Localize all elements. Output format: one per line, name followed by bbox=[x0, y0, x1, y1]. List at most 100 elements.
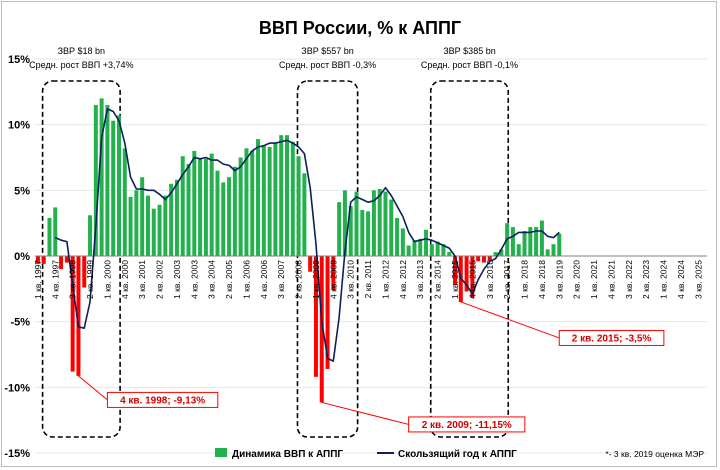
gdp-bar bbox=[105, 104, 110, 256]
x-tick-label: 4 кв. 2018 bbox=[537, 260, 547, 299]
gdp-bar bbox=[534, 227, 539, 256]
y-tick-label: 5% bbox=[14, 185, 30, 197]
gdp-bar bbox=[273, 143, 278, 256]
gdp-bar bbox=[93, 104, 98, 256]
gdp-bar bbox=[244, 148, 249, 256]
gdp-bar bbox=[354, 191, 359, 256]
gdp-bar bbox=[122, 148, 127, 256]
gdp-bar bbox=[406, 245, 411, 256]
gdp-bar bbox=[557, 233, 562, 256]
gdp-bar bbox=[117, 115, 121, 257]
gdp-bar bbox=[389, 199, 394, 256]
gdp-bar bbox=[366, 211, 371, 256]
gdp-bar bbox=[128, 196, 133, 256]
gdp-bar bbox=[203, 158, 208, 256]
crisis-box bbox=[429, 80, 510, 438]
gdp-bar bbox=[429, 244, 434, 256]
x-tick-label: 3 кв. 2010 bbox=[346, 260, 356, 299]
gdp-bar bbox=[545, 249, 550, 256]
gdp-bar bbox=[377, 189, 382, 256]
x-tick-label: 4 кв. 2000 bbox=[120, 260, 130, 299]
gdp-bar bbox=[348, 206, 353, 256]
x-tick-label: 1 кв. 1997 bbox=[33, 260, 43, 299]
x-tick-label: 2 кв. 1999 bbox=[85, 260, 95, 299]
gdp-bar bbox=[47, 217, 52, 256]
gdp-bar bbox=[261, 145, 266, 256]
crisis-growth-label: Средн. рост ВВП -0,3% bbox=[279, 60, 376, 70]
gdp-bar bbox=[279, 135, 284, 256]
x-tick-label: 4 кв. 1997 bbox=[50, 260, 60, 299]
y-tick-label: 0% bbox=[14, 251, 30, 263]
callout-box bbox=[558, 329, 665, 346]
gdp-bar bbox=[238, 157, 243, 256]
gdp-bar bbox=[64, 256, 69, 263]
gdp-bar bbox=[41, 256, 46, 264]
gdp-bar bbox=[302, 173, 307, 256]
x-tick-label: 2 кв. 2020 bbox=[572, 260, 582, 299]
x-tick-label: 4 кв. 2003 bbox=[189, 260, 199, 299]
gdp-bar bbox=[76, 256, 81, 376]
x-tick-label: 3 кв. 2001 bbox=[137, 260, 147, 299]
x-tick-label: 2 кв. 2002 bbox=[155, 260, 165, 299]
gdp-bar bbox=[331, 256, 336, 291]
x-tick-label: 2 кв. 2011 bbox=[363, 260, 373, 299]
gdp-bar bbox=[441, 244, 446, 256]
gdp-bar bbox=[499, 249, 504, 256]
gdp-bar bbox=[134, 190, 139, 256]
y-tick-label: -10% bbox=[4, 382, 30, 394]
x-tick-label: 1 кв. 2018 bbox=[520, 260, 530, 299]
callout-leader bbox=[321, 401, 409, 425]
gdp-bar bbox=[337, 202, 342, 256]
gdp-bar bbox=[88, 215, 93, 256]
gdp-bar bbox=[227, 177, 232, 256]
x-tick-label: 4 кв. 2021 bbox=[606, 260, 616, 299]
x-tick-label: 4 кв. 2024 bbox=[676, 260, 686, 299]
y-tick-label: -15% bbox=[4, 448, 30, 460]
x-tick-label: 1 кв. 2009 bbox=[311, 260, 321, 299]
x-tick-label: 1 кв. 2003 bbox=[172, 260, 182, 299]
x-tick-label: 3 кв. 2013 bbox=[415, 260, 425, 299]
gdp-bar bbox=[360, 210, 365, 256]
gdp-bar bbox=[296, 156, 301, 256]
y-tick-label: -5% bbox=[10, 317, 30, 329]
x-tick-label: 3 кв. 2019 bbox=[554, 260, 564, 299]
gdp-bar bbox=[395, 217, 400, 256]
x-tick-label: 3 кв. 2016 bbox=[485, 260, 495, 299]
gdp-bar bbox=[192, 150, 197, 256]
gdp-bar bbox=[424, 229, 429, 256]
gdp-bar bbox=[319, 256, 324, 403]
crisis-growth-label: Средн. рост ВВП +3,74% bbox=[29, 60, 133, 70]
crisis-box bbox=[296, 80, 359, 438]
x-tick-label: 3 кв. 2025 bbox=[693, 260, 703, 299]
x-tick-label: 1 кв. 2000 bbox=[102, 260, 112, 299]
gdp-bar bbox=[464, 256, 469, 292]
callout-box bbox=[408, 416, 526, 433]
callout-label: 4 кв. 1998; -9,13% bbox=[120, 395, 205, 406]
gdp-bar bbox=[99, 98, 104, 257]
gdp-bar bbox=[215, 170, 220, 256]
gdp-bar bbox=[174, 179, 179, 256]
gdp-bar bbox=[221, 182, 226, 256]
crisis-growth-label: Средн. рост ВВП -0,1% bbox=[421, 60, 518, 70]
gdp-bar bbox=[169, 183, 174, 256]
crisis-reserves-label: ЗВР $557 bn bbox=[301, 46, 353, 56]
gdp-bar bbox=[551, 244, 556, 256]
gdp-bar bbox=[493, 252, 498, 256]
x-tick-label: 3 кв. 1998 bbox=[68, 260, 78, 299]
crisis-reserves-label: ЗВР $385 bn bbox=[443, 46, 495, 56]
legend-swatch-bars bbox=[215, 448, 227, 457]
x-tick-label: 1 кв. 2012 bbox=[380, 260, 390, 299]
x-tick-label: 4 кв. 2006 bbox=[259, 260, 269, 299]
callout-label: 2 кв. 2009; -11,15% bbox=[422, 420, 512, 431]
moving-year-line bbox=[54, 108, 560, 362]
gdp-bar bbox=[412, 240, 417, 256]
callout-leader bbox=[460, 301, 560, 339]
gdp-bar bbox=[70, 256, 75, 372]
crisis-reserves-label: ЗВР $18 bn bbox=[58, 46, 105, 56]
gdp-bar bbox=[163, 195, 168, 256]
gdp-bar bbox=[157, 204, 162, 256]
gdp-bar bbox=[145, 195, 150, 256]
x-tick-label: 1 кв. 2021 bbox=[589, 260, 599, 299]
